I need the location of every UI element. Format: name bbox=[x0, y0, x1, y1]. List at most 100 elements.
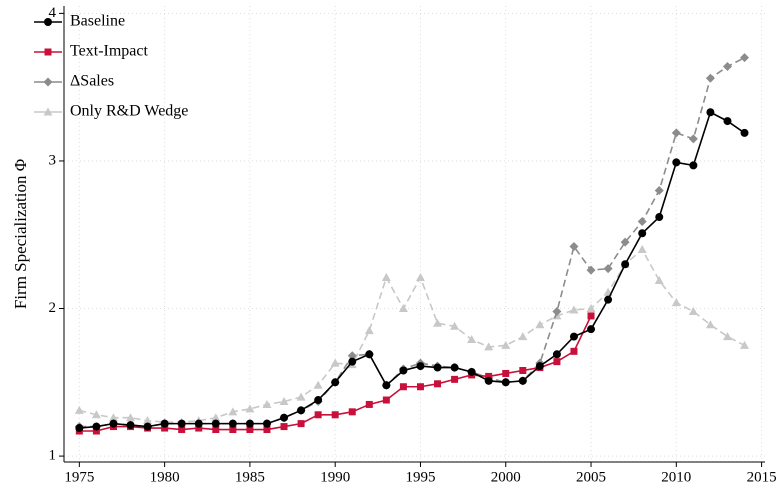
point bbox=[416, 383, 424, 391]
point bbox=[654, 185, 664, 195]
point bbox=[228, 419, 237, 428]
point bbox=[296, 392, 306, 401]
legend-label: Text-Impact bbox=[70, 43, 149, 60]
point bbox=[229, 426, 237, 434]
point bbox=[212, 426, 220, 434]
point bbox=[108, 413, 118, 422]
point bbox=[211, 413, 221, 422]
point bbox=[569, 332, 578, 341]
point bbox=[705, 73, 715, 83]
point bbox=[518, 376, 527, 385]
point bbox=[688, 134, 698, 144]
x-tick-label: 1985 bbox=[235, 469, 265, 485]
point bbox=[740, 128, 749, 137]
point bbox=[330, 358, 340, 367]
point bbox=[347, 351, 357, 361]
legend-label: Only R&D Wedge bbox=[70, 103, 188, 120]
point bbox=[621, 260, 630, 269]
x-tick-label: 2000 bbox=[491, 469, 521, 485]
point bbox=[586, 304, 596, 313]
point bbox=[722, 332, 732, 341]
point bbox=[740, 53, 750, 63]
point bbox=[262, 399, 272, 408]
point bbox=[245, 419, 254, 428]
point bbox=[365, 350, 374, 359]
point bbox=[501, 378, 510, 387]
point bbox=[604, 295, 613, 304]
point bbox=[92, 427, 100, 435]
point bbox=[381, 273, 391, 282]
point bbox=[364, 326, 374, 335]
point bbox=[705, 320, 715, 329]
point bbox=[620, 237, 630, 247]
point bbox=[502, 369, 510, 377]
y-tick-label: 1 bbox=[49, 448, 57, 464]
point bbox=[348, 357, 357, 366]
point bbox=[143, 416, 153, 425]
point bbox=[262, 419, 271, 428]
point bbox=[398, 304, 408, 313]
point bbox=[587, 325, 596, 334]
legend-label: ΔSales bbox=[70, 73, 114, 90]
point bbox=[467, 367, 476, 376]
point bbox=[586, 265, 596, 275]
point bbox=[109, 419, 118, 428]
point bbox=[434, 380, 442, 388]
point bbox=[689, 161, 698, 170]
point bbox=[672, 158, 681, 167]
x-tick-label: 1975 bbox=[64, 469, 94, 485]
point bbox=[433, 363, 442, 372]
point bbox=[160, 419, 169, 428]
point bbox=[671, 128, 681, 138]
point bbox=[569, 242, 579, 252]
point bbox=[535, 320, 545, 329]
point bbox=[382, 396, 390, 404]
point bbox=[501, 340, 511, 349]
point bbox=[637, 216, 647, 226]
point bbox=[75, 424, 84, 433]
point bbox=[484, 342, 494, 351]
legend-marker bbox=[43, 77, 53, 87]
point bbox=[211, 419, 220, 428]
point bbox=[638, 229, 647, 238]
point bbox=[587, 312, 595, 320]
series-line bbox=[79, 111, 745, 429]
y-tick-label: 4 bbox=[49, 5, 57, 21]
x-tick-label: 2005 bbox=[576, 469, 606, 485]
point bbox=[297, 420, 305, 428]
y-tick-label: 2 bbox=[49, 300, 57, 316]
point bbox=[178, 426, 186, 434]
x-tick-label: 1990 bbox=[320, 469, 350, 485]
y-tick-label: 3 bbox=[49, 152, 57, 168]
point bbox=[161, 424, 169, 432]
point bbox=[399, 383, 407, 391]
point bbox=[485, 372, 493, 380]
point bbox=[603, 264, 613, 274]
point bbox=[331, 378, 340, 387]
point bbox=[91, 410, 101, 419]
point bbox=[654, 275, 664, 284]
point bbox=[723, 117, 732, 126]
point bbox=[331, 411, 339, 419]
point bbox=[228, 407, 238, 416]
point bbox=[706, 108, 715, 117]
point bbox=[74, 405, 84, 414]
point bbox=[279, 396, 289, 405]
point bbox=[263, 426, 271, 434]
legend-marker bbox=[44, 48, 52, 56]
point bbox=[297, 406, 306, 415]
point bbox=[280, 423, 288, 431]
point bbox=[365, 400, 373, 408]
point bbox=[126, 413, 136, 422]
x-tick-label: 2015 bbox=[747, 469, 777, 485]
point bbox=[451, 375, 459, 383]
point bbox=[348, 408, 356, 416]
point bbox=[535, 362, 544, 371]
point bbox=[280, 413, 289, 422]
x-tick-label: 1980 bbox=[150, 469, 180, 485]
y-axis-label: Firm Specialization Φ bbox=[11, 159, 30, 309]
point bbox=[126, 421, 135, 430]
point bbox=[194, 419, 203, 428]
point bbox=[569, 305, 579, 314]
